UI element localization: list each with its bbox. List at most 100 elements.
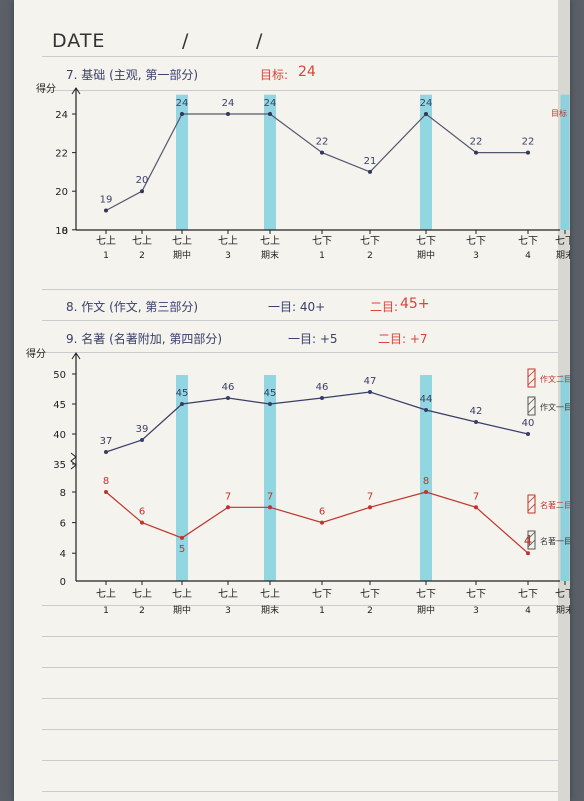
section8-goal1: 一目: 40+ (268, 300, 326, 314)
data-point (180, 535, 184, 540)
ruled-line (42, 760, 570, 761)
x-tick-label-bottom: 期末 (556, 604, 570, 616)
data-point (526, 150, 530, 155)
data-point (320, 150, 324, 155)
data-label: 6 (139, 507, 145, 518)
data-label: 24 (222, 98, 235, 109)
x-tick-label-bottom: 1 (319, 251, 325, 261)
data-label: 22 (470, 137, 483, 148)
x-tick-label-bottom: 3 (225, 251, 231, 261)
y-tick-label: 4 (60, 549, 66, 560)
data-point (104, 450, 108, 454)
section7-title: 7. 基础 (主观, 第一部分) (66, 68, 199, 82)
data-point (104, 490, 108, 494)
x-tick-label-bottom: 3 (473, 606, 479, 616)
section8-goal2-label: 二目: (370, 300, 399, 314)
data-point (526, 432, 530, 436)
x-tick-label-bottom: 4 (525, 606, 531, 616)
legend-label: 名著一目 (540, 536, 570, 546)
x-tick-label-top: 七下 (518, 588, 538, 600)
legend-hatch (527, 531, 536, 548)
y-tick-label: 35 (53, 460, 66, 471)
x-tick-label-bottom: 期中 (417, 249, 435, 261)
x-tick-label-bottom: 期中 (173, 249, 191, 261)
x-tick-label-top: 七上 (132, 588, 152, 600)
data-point (226, 505, 230, 510)
x-tick-label-bottom: 2 (139, 251, 145, 261)
x-tick-label-top: 七上 (218, 588, 238, 600)
data-label: 37 (100, 436, 113, 447)
x-tick-label-top: 七下 (416, 588, 436, 600)
data-point (226, 396, 230, 400)
data-label: 40 (522, 418, 535, 429)
highlight-column (264, 94, 276, 230)
data-point (226, 112, 230, 116)
section8-title: 8. 作文 (作文, 第三部分) (66, 300, 199, 314)
data-point (526, 551, 530, 556)
legend-hatch (527, 397, 536, 414)
x-tick-label-bottom: 1 (319, 606, 325, 616)
notebook-page: DATE / / 7. 基础 (主观, 第一部分) 目标: 24 8. 作文 (… (14, 0, 570, 801)
data-label: 24 (264, 98, 277, 109)
date-slash-2: / (256, 30, 264, 52)
data-label: 22 (316, 137, 329, 148)
y-tick-label: 6 (60, 519, 66, 530)
y-tick-label: 50 (53, 370, 66, 381)
x-tick-label-bottom: 2 (367, 606, 373, 616)
data-label: 21 (364, 156, 377, 167)
data-label: 7 (267, 491, 273, 502)
section9-goal1: 一目: +5 (288, 332, 338, 346)
y-axis-arrow (71, 87, 81, 95)
x-tick-label-top: 七下 (555, 235, 570, 247)
data-point (180, 402, 184, 406)
highlight-column (176, 94, 188, 230)
data-label: 8 (423, 476, 429, 487)
x-tick-label-top: 七下 (312, 235, 332, 247)
x-tick-label-top: 七下 (518, 235, 538, 247)
data-point (424, 490, 428, 494)
data-label: 24 (420, 98, 433, 109)
ruled-line (42, 636, 570, 637)
data-point (180, 112, 184, 116)
section8-goal2-value: 45+ (400, 296, 430, 312)
data-label: 22 (522, 137, 535, 148)
x-tick-label-bottom: 期中 (417, 604, 435, 616)
x-tick-label-top: 七下 (466, 588, 486, 600)
highlight-column (420, 375, 432, 581)
x-tick-label-top: 七上 (132, 235, 152, 247)
x-tick-label-bottom: 1 (103, 251, 109, 261)
y-tick-label: 22 (55, 149, 68, 160)
date-slash-1: / (182, 30, 190, 52)
ruled-line (42, 56, 570, 57)
section7-goal-value: 24 (298, 64, 316, 80)
data-label: 47 (364, 376, 377, 387)
y-tick-label: 20 (55, 187, 68, 198)
y-tick-label: 45 (53, 400, 66, 411)
y-axis-label: 得分 (26, 348, 46, 360)
data-point (140, 189, 144, 194)
x-tick-label-top: 七上 (218, 235, 238, 247)
highlight-column (560, 94, 570, 230)
x-tick-label-bottom: 2 (139, 606, 145, 616)
data-point (424, 112, 428, 116)
data-point (320, 520, 324, 525)
data-label: 42 (470, 406, 483, 417)
legend-label: 作文一目 (540, 402, 570, 412)
highlight-column (420, 94, 432, 230)
series-line-essay (105, 391, 529, 453)
x-tick-label-top: 七下 (416, 235, 436, 247)
data-point (368, 169, 372, 174)
data-label: 46 (316, 382, 329, 393)
data-label: 5 (179, 544, 185, 555)
data-label: 7 (367, 491, 373, 502)
data-point (474, 150, 478, 155)
data-label: 46 (222, 382, 235, 393)
date-label: DATE (52, 30, 106, 52)
data-point (368, 390, 372, 394)
data-label: 45 (176, 388, 189, 399)
data-label: 45 (264, 388, 277, 399)
y-axis-arrow (71, 352, 81, 360)
data-point (268, 505, 272, 510)
